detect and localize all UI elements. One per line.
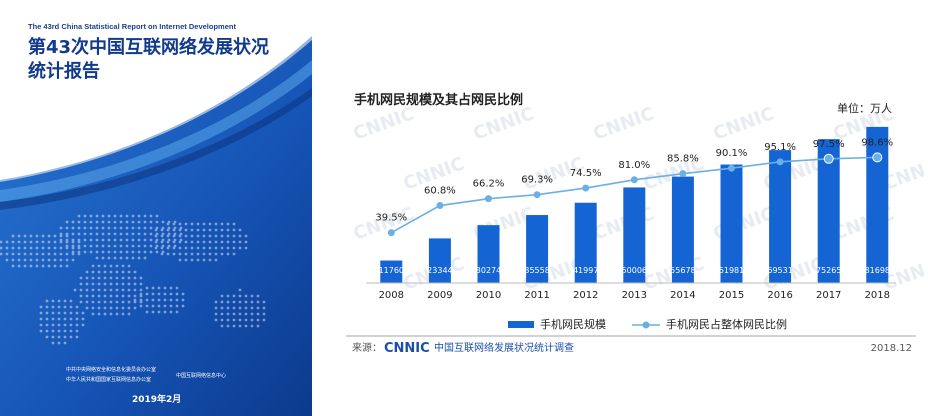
bar-2015 <box>720 164 743 283</box>
world-map-dots <box>0 214 266 345</box>
cover-org1: 中共中央网络安全和信息化委员会办公室 <box>66 367 157 373</box>
legend-line-label: 手机网民占整体网民比例 <box>666 317 787 331</box>
ratio-point-2010 <box>485 195 492 203</box>
x-tick-2011: 2011 <box>524 290 549 301</box>
x-tick-2010: 2010 <box>476 290 501 301</box>
source-logo: CNNIC <box>384 341 430 356</box>
bar-series <box>380 126 889 283</box>
bar-2011 <box>526 215 549 283</box>
ratio-labels: 39.5% 60.8% 66.2% 69.3% 74.5% 81.0% 85.8% 90.1%… <box>375 137 893 223</box>
ratio-point-2008 <box>387 229 395 237</box>
cover-subtitle: The 43rd China Statistical Report on Int… <box>28 22 236 31</box>
bar-2014 <box>671 176 694 283</box>
x-tick-2015: 2015 <box>719 290 744 301</box>
ratio-label-2018: 98.6% <box>861 137 893 148</box>
bar-value-label-2012: 41997 <box>573 266 598 275</box>
ratio-label-2008: 39.5% <box>375 213 407 224</box>
cover-date: 2019年2月 <box>132 395 182 405</box>
x-tick-2014: 2014 <box>670 290 695 301</box>
cover-title-line2: 统计报告 <box>28 61 100 82</box>
source-text: 中国互联网络发展状况统计调查 <box>434 341 574 354</box>
ratio-label-2013: 81.0% <box>618 160 650 171</box>
bar-value-label-2015: 61981 <box>719 266 744 275</box>
x-tick-labels: 2008 2009 2010 2011 2012 2013 2014 2015 2016 2017… <box>379 290 890 301</box>
ratio-label-2015: 90.1% <box>716 148 748 159</box>
bar-value-label-2011: 35558 <box>524 266 549 275</box>
ratio-point-2016 <box>776 158 784 166</box>
bar-value-label-2009: 23344 <box>427 266 452 275</box>
watermark-text: CNNIC <box>351 103 418 144</box>
ratio-label-2011: 69.3% <box>521 175 553 186</box>
bar-2010 <box>477 225 500 283</box>
bar-value-label-2013: 50006 <box>622 266 647 275</box>
ratio-point-2015 <box>728 164 735 172</box>
bar-value-label-2016: 69531 <box>767 266 792 275</box>
ratio-point-2012 <box>582 184 590 192</box>
unit-label: 单位：万人 <box>837 101 892 115</box>
x-tick-2009: 2009 <box>427 290 452 301</box>
chart-panel: CNNIC CNNIC CNNIC CNNIC CNNIC CNNIC CNNIC CNNIC… <box>336 70 924 370</box>
legend-bar-label: 手机网民规模 <box>540 317 606 331</box>
legend-bar-swatch <box>508 321 534 328</box>
legend-line-marker <box>642 321 650 329</box>
x-tick-2013: 2013 <box>622 290 647 301</box>
bar-2017 <box>817 139 840 283</box>
bar-2018 <box>866 126 889 283</box>
bar-value-label-2018: 81698 <box>865 266 890 275</box>
bar-2012 <box>574 202 597 283</box>
bar-value-label-2014: 55678 <box>670 266 695 275</box>
x-tick-2017: 2017 <box>816 290 841 301</box>
watermark-text: CNNIC <box>711 103 778 144</box>
ratio-point-2011 <box>533 191 541 199</box>
cover-graphic <box>0 26 312 416</box>
x-tick-2018: 2018 <box>865 290 890 301</box>
ratio-label-2014: 85.8% <box>667 154 699 165</box>
watermark-text: CNNIC <box>471 103 538 144</box>
cover-title-line1: 第43次中国互联网络发展状况 <box>28 37 270 58</box>
ratio-series <box>387 152 883 237</box>
ratio-point-2018 <box>872 152 883 163</box>
ratio-label-2010: 66.2% <box>473 179 505 190</box>
ratio-label-2017: 97.5% <box>813 139 845 150</box>
ratio-point-2017 <box>823 153 834 164</box>
bar-2013 <box>623 187 646 283</box>
report-cover: The 43rd China Statistical Report on Int… <box>0 0 312 416</box>
x-tick-2008: 2008 <box>379 290 404 301</box>
ratio-label-2016: 95.1% <box>764 142 796 153</box>
cover-title: 第43次中国互联网络发展状况 统计报告 <box>28 36 269 84</box>
source-label: 来源： <box>352 341 382 354</box>
ratio-label-2009: 60.8% <box>424 186 456 197</box>
legend: 手机网民规模 手机网民占整体网民比例 <box>508 317 787 331</box>
bar-2009 <box>428 238 451 283</box>
bar-value-labels: 11760 23344 30274 35558 41997 50006 55678 61981… <box>379 266 890 275</box>
ratio-label-2012: 74.5% <box>570 168 602 179</box>
bar-value-label-2017: 75265 <box>816 266 841 275</box>
cover-org3: 中国互联网络信息中心 <box>176 373 227 379</box>
x-tick-2012: 2012 <box>573 290 598 301</box>
bar-value-label-2010: 30274 <box>476 266 501 275</box>
cover-org2: 中华人民共和国国家互联网信息办公室 <box>66 377 152 383</box>
ratio-point-2014 <box>679 170 687 178</box>
x-tick-2016: 2016 <box>767 290 792 301</box>
bar-value-label-2008: 11760 <box>379 266 404 275</box>
ratio-point-2013 <box>630 176 638 184</box>
bar-2008 <box>380 260 403 283</box>
ratio-point-2009 <box>436 202 444 210</box>
source-date: 2018.12 <box>871 343 912 354</box>
bar-2016 <box>769 150 792 283</box>
watermark-text: CNNIC <box>591 103 658 144</box>
chart-title: 手机网民规模及其占网民比例 <box>354 92 523 108</box>
